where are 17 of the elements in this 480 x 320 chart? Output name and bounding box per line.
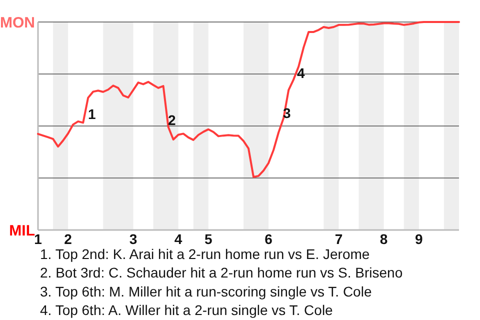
x-tick-label: 1 (34, 231, 42, 247)
text: 2. Bot 3rd: C. Schauder hit a 2-run home run vs S. Briseno (40, 264, 403, 281)
x-tick-label: 3 (129, 231, 138, 247)
text: 4. Top 6th: A. Willer hit a 2-run single vs T. Cole (40, 302, 334, 318)
x-tick-label: 2 (64, 231, 72, 247)
x-tick-label: 6 (264, 231, 273, 247)
x-tick-label: 5 (204, 231, 213, 247)
x-tick-label: 7 (334, 231, 343, 247)
text: MON (0, 14, 35, 32)
x-tick-label: 4 (174, 231, 182, 247)
text: MIL (9, 222, 35, 240)
annotation: 1 (88, 106, 96, 122)
x-tick-label: 8 (380, 231, 388, 247)
text: 3. Top 6th: M. Miller hit a run-scoring single vs T. Cole (40, 283, 372, 300)
x-tick-label: 9 (415, 231, 424, 247)
annotation: 2 (168, 112, 176, 128)
text: 1. Top 2nd: K. Arai hit a 2-run home run vs E. Jerome (40, 246, 370, 262)
